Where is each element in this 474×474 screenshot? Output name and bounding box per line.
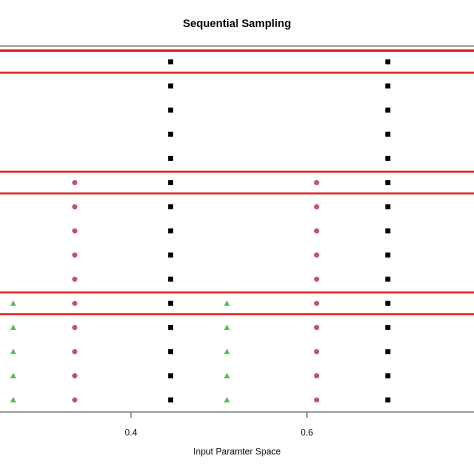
point (168, 83, 174, 89)
x-tick-label: 0.4 (125, 427, 138, 437)
point (168, 180, 174, 186)
point (385, 349, 391, 355)
point (168, 397, 174, 403)
point (72, 324, 78, 331)
point (168, 107, 174, 113)
point (385, 300, 391, 306)
point (223, 372, 230, 379)
point (168, 276, 174, 282)
point (168, 131, 174, 137)
point (168, 155, 174, 161)
point (313, 349, 320, 355)
point (223, 324, 230, 330)
point (385, 252, 391, 258)
point (72, 300, 78, 306)
point (72, 373, 78, 379)
point (313, 324, 320, 331)
point (385, 131, 391, 137)
point (385, 83, 391, 89)
point (385, 107, 391, 113)
point (10, 372, 17, 379)
point (168, 252, 174, 258)
point (168, 228, 174, 234)
point (313, 373, 320, 379)
highlight-band (0, 291, 474, 316)
point (223, 348, 230, 355)
point (72, 204, 78, 210)
point (72, 349, 78, 355)
point (168, 204, 174, 210)
point (385, 397, 391, 403)
point (313, 179, 320, 186)
point (72, 276, 78, 282)
point (313, 276, 320, 282)
highlight-band (0, 49, 474, 74)
point (168, 349, 174, 355)
point (385, 155, 391, 161)
point (385, 276, 391, 282)
x-axis-label: Input Paramter Space (193, 446, 281, 456)
point (313, 397, 320, 403)
point (385, 228, 391, 234)
point (385, 59, 391, 65)
point (10, 348, 17, 355)
point (168, 300, 174, 306)
point (313, 252, 320, 258)
point (10, 324, 17, 330)
point (385, 204, 391, 210)
point (10, 396, 17, 403)
point (168, 373, 174, 379)
point (223, 300, 230, 306)
point (72, 228, 78, 234)
point (313, 204, 320, 210)
point (168, 59, 174, 65)
point (223, 396, 230, 403)
point (385, 373, 391, 379)
point (72, 179, 78, 186)
point (385, 180, 391, 186)
point (313, 228, 320, 234)
point (72, 397, 78, 403)
chart-title: Sequential Sampling (183, 18, 291, 30)
point (10, 300, 17, 306)
point (385, 324, 391, 330)
point (72, 252, 78, 258)
point (168, 324, 174, 330)
point (313, 300, 320, 306)
highlight-band (0, 170, 474, 195)
x-tick-label: 0.6 (301, 427, 314, 437)
